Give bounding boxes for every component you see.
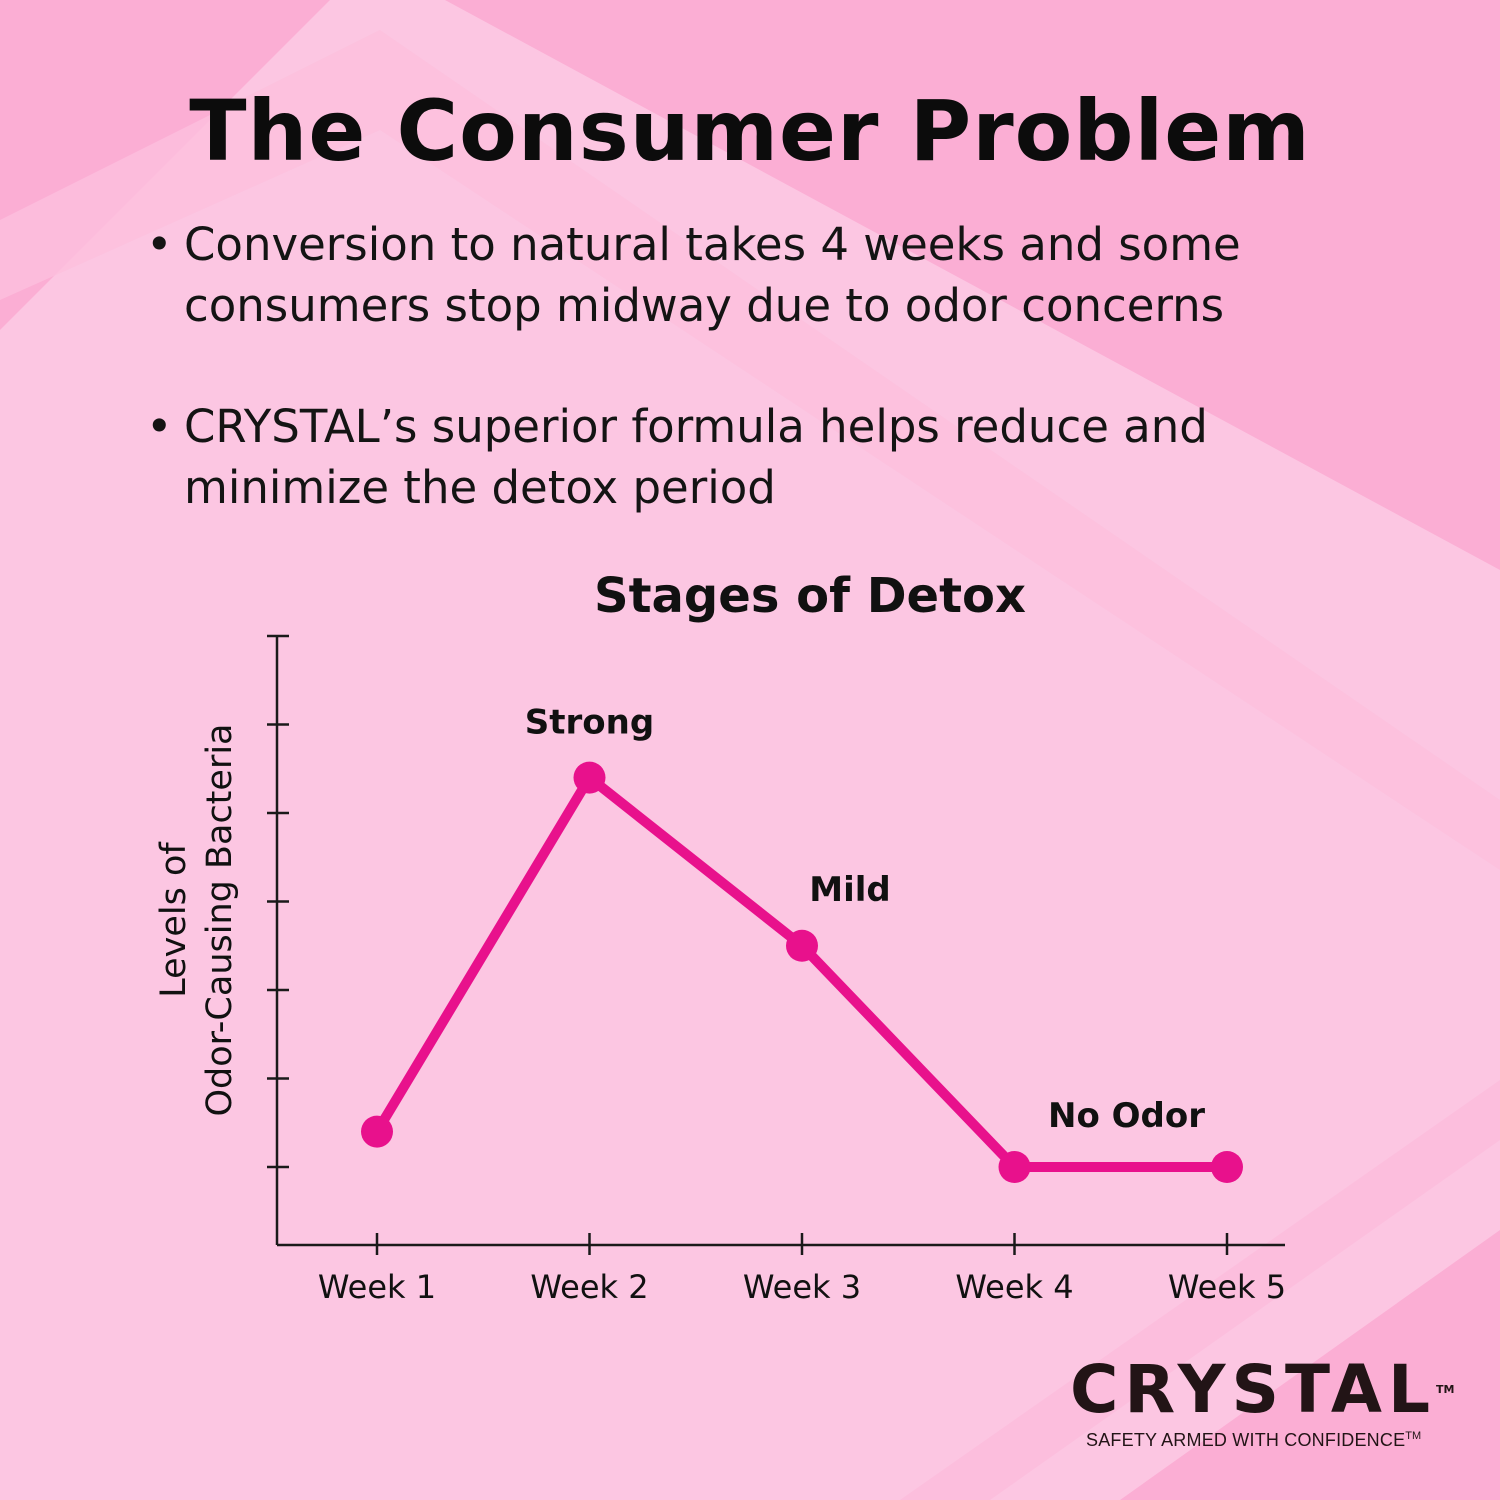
data-label: No Odor — [1048, 1096, 1205, 1136]
x-tick-label: Week 3 — [743, 1268, 861, 1306]
logo-tagline: SAFETY ARMED WITH CONFIDENCETM — [1086, 1430, 1422, 1450]
logo-wordmark: CRYSTALTM — [1070, 1351, 1455, 1428]
crystal-logo: CRYSTALTM SAFETY ARMED WITH CONFIDENCETM — [1070, 1351, 1455, 1451]
data-point — [998, 1151, 1031, 1183]
bullet-list: Conversion to natural takes 4 weeks and … — [146, 214, 1386, 518]
chart-title: Stages of Detox — [594, 568, 1026, 624]
data-point — [361, 1115, 393, 1148]
x-tick-label: Week 5 — [1168, 1268, 1286, 1306]
data-label: Strong — [525, 703, 654, 743]
data-point — [786, 929, 818, 962]
data-label: Mild — [809, 870, 890, 910]
page-title: The Consumer Problem — [189, 82, 1311, 180]
data-point — [1211, 1151, 1243, 1183]
bullet-item: Conversion to natural takes 4 weeks and … — [146, 214, 1386, 336]
data-point — [573, 761, 606, 794]
bullet-item: CRYSTAL’s superior formula helps reduce … — [146, 396, 1386, 518]
x-tick-label: Week 4 — [955, 1268, 1073, 1306]
x-tick-label: Week 2 — [530, 1268, 648, 1306]
x-tick-label: Week 1 — [318, 1268, 436, 1306]
